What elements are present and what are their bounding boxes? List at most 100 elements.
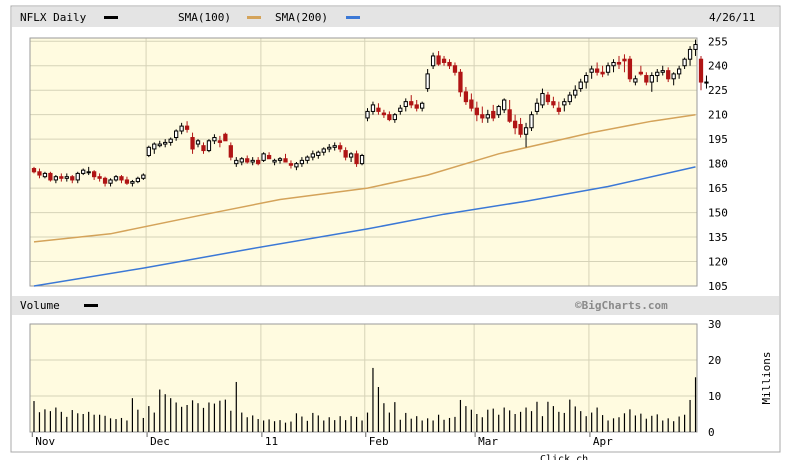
candle-body-up <box>655 71 660 77</box>
candle-body-down <box>594 68 600 73</box>
candle-body-up <box>163 141 168 145</box>
candle-body-down <box>414 104 419 109</box>
candle <box>261 152 266 162</box>
candle-body-down <box>37 171 42 176</box>
legend-swatch-sma200 <box>346 16 360 19</box>
candle <box>37 168 42 179</box>
candle-body-up <box>370 104 376 112</box>
candle <box>518 117 523 138</box>
volume-plot-area <box>30 324 697 432</box>
price-legend-swatch <box>104 16 118 19</box>
candle-body-up <box>660 70 665 73</box>
date-label: 4/26/11 <box>709 11 755 24</box>
candle <box>698 55 704 91</box>
candle-body-down <box>119 176 124 181</box>
candle-body-down <box>381 112 387 116</box>
candle-body-up <box>567 94 572 103</box>
candle-body-up <box>316 151 321 156</box>
candle <box>398 104 403 115</box>
candle <box>310 150 315 161</box>
candle <box>611 59 616 73</box>
candle <box>316 150 321 159</box>
candle-body-up <box>693 44 698 50</box>
candle <box>97 173 102 182</box>
candle-body-up <box>206 140 212 152</box>
candle-body-up <box>649 75 654 83</box>
candle-body-down <box>31 168 37 173</box>
price-tick-label: 195 <box>708 133 728 146</box>
candle <box>91 170 97 180</box>
candle-body-down <box>124 179 130 184</box>
volume-header-bar <box>12 296 779 315</box>
candle <box>491 104 496 122</box>
candle <box>480 106 485 123</box>
candle <box>567 91 572 105</box>
price-tick-label: 180 <box>708 158 728 171</box>
candle-body-up <box>578 81 583 90</box>
volume-title: Volume <box>20 299 60 312</box>
candle-body-down <box>518 123 523 135</box>
candle-body-down <box>698 58 704 83</box>
candle <box>594 62 600 76</box>
candle-body-down <box>436 55 441 65</box>
candle-body-up <box>611 61 616 67</box>
legend-label-sma200: SMA(200) <box>275 11 328 24</box>
candle <box>250 157 255 166</box>
candle <box>458 69 463 97</box>
candle-body-up <box>633 78 638 83</box>
candle-body-down <box>447 61 452 67</box>
volume-unit-label: Millions <box>760 352 773 405</box>
candle <box>146 145 151 158</box>
candle <box>321 147 326 156</box>
candle <box>338 142 343 153</box>
candle-body-down <box>288 163 294 166</box>
candle <box>332 142 337 151</box>
candle <box>256 157 261 166</box>
candle <box>666 67 671 83</box>
candle-body-up <box>502 99 507 111</box>
candle <box>660 65 665 76</box>
candle-body-up <box>174 130 179 139</box>
candle-body-up <box>75 172 80 181</box>
candle-body-down <box>474 107 479 116</box>
candle-body-up <box>687 48 693 60</box>
candle-body-down <box>354 153 359 165</box>
candle-body-down <box>463 91 469 103</box>
candle <box>578 78 583 92</box>
candle-body-up <box>42 172 48 178</box>
candle-body-down <box>469 99 474 109</box>
candle-body-down <box>338 145 343 150</box>
x-axis-label: Dec <box>150 435 170 448</box>
candle-body-down <box>48 172 53 181</box>
candle-body-down <box>600 71 605 75</box>
candle-body-up <box>420 102 425 109</box>
candle <box>687 46 693 66</box>
candle <box>245 155 250 164</box>
candle <box>135 176 141 184</box>
candle <box>430 52 436 69</box>
candle <box>469 93 474 112</box>
candle <box>223 132 228 142</box>
candle-body-up <box>704 81 709 84</box>
candle <box>272 158 277 166</box>
candle-body-down <box>228 145 233 158</box>
candle-body-down <box>409 101 414 106</box>
candle <box>600 65 605 78</box>
candle <box>75 171 80 184</box>
volume-plot-border <box>29 323 698 433</box>
candle <box>671 72 676 86</box>
candle-body-down <box>190 137 195 150</box>
candle <box>283 153 288 163</box>
candle-body-up <box>234 159 239 165</box>
candle-body-up <box>359 154 365 165</box>
candle <box>682 57 687 69</box>
candle-body-up <box>305 156 310 161</box>
candle-body-down <box>256 159 261 165</box>
candle <box>573 85 578 99</box>
candle-body-down <box>97 176 102 179</box>
candle-body-down <box>223 133 228 142</box>
candle-body-up <box>239 158 244 163</box>
candle <box>655 69 660 83</box>
candle <box>354 150 359 167</box>
candle-body-up <box>332 145 337 148</box>
